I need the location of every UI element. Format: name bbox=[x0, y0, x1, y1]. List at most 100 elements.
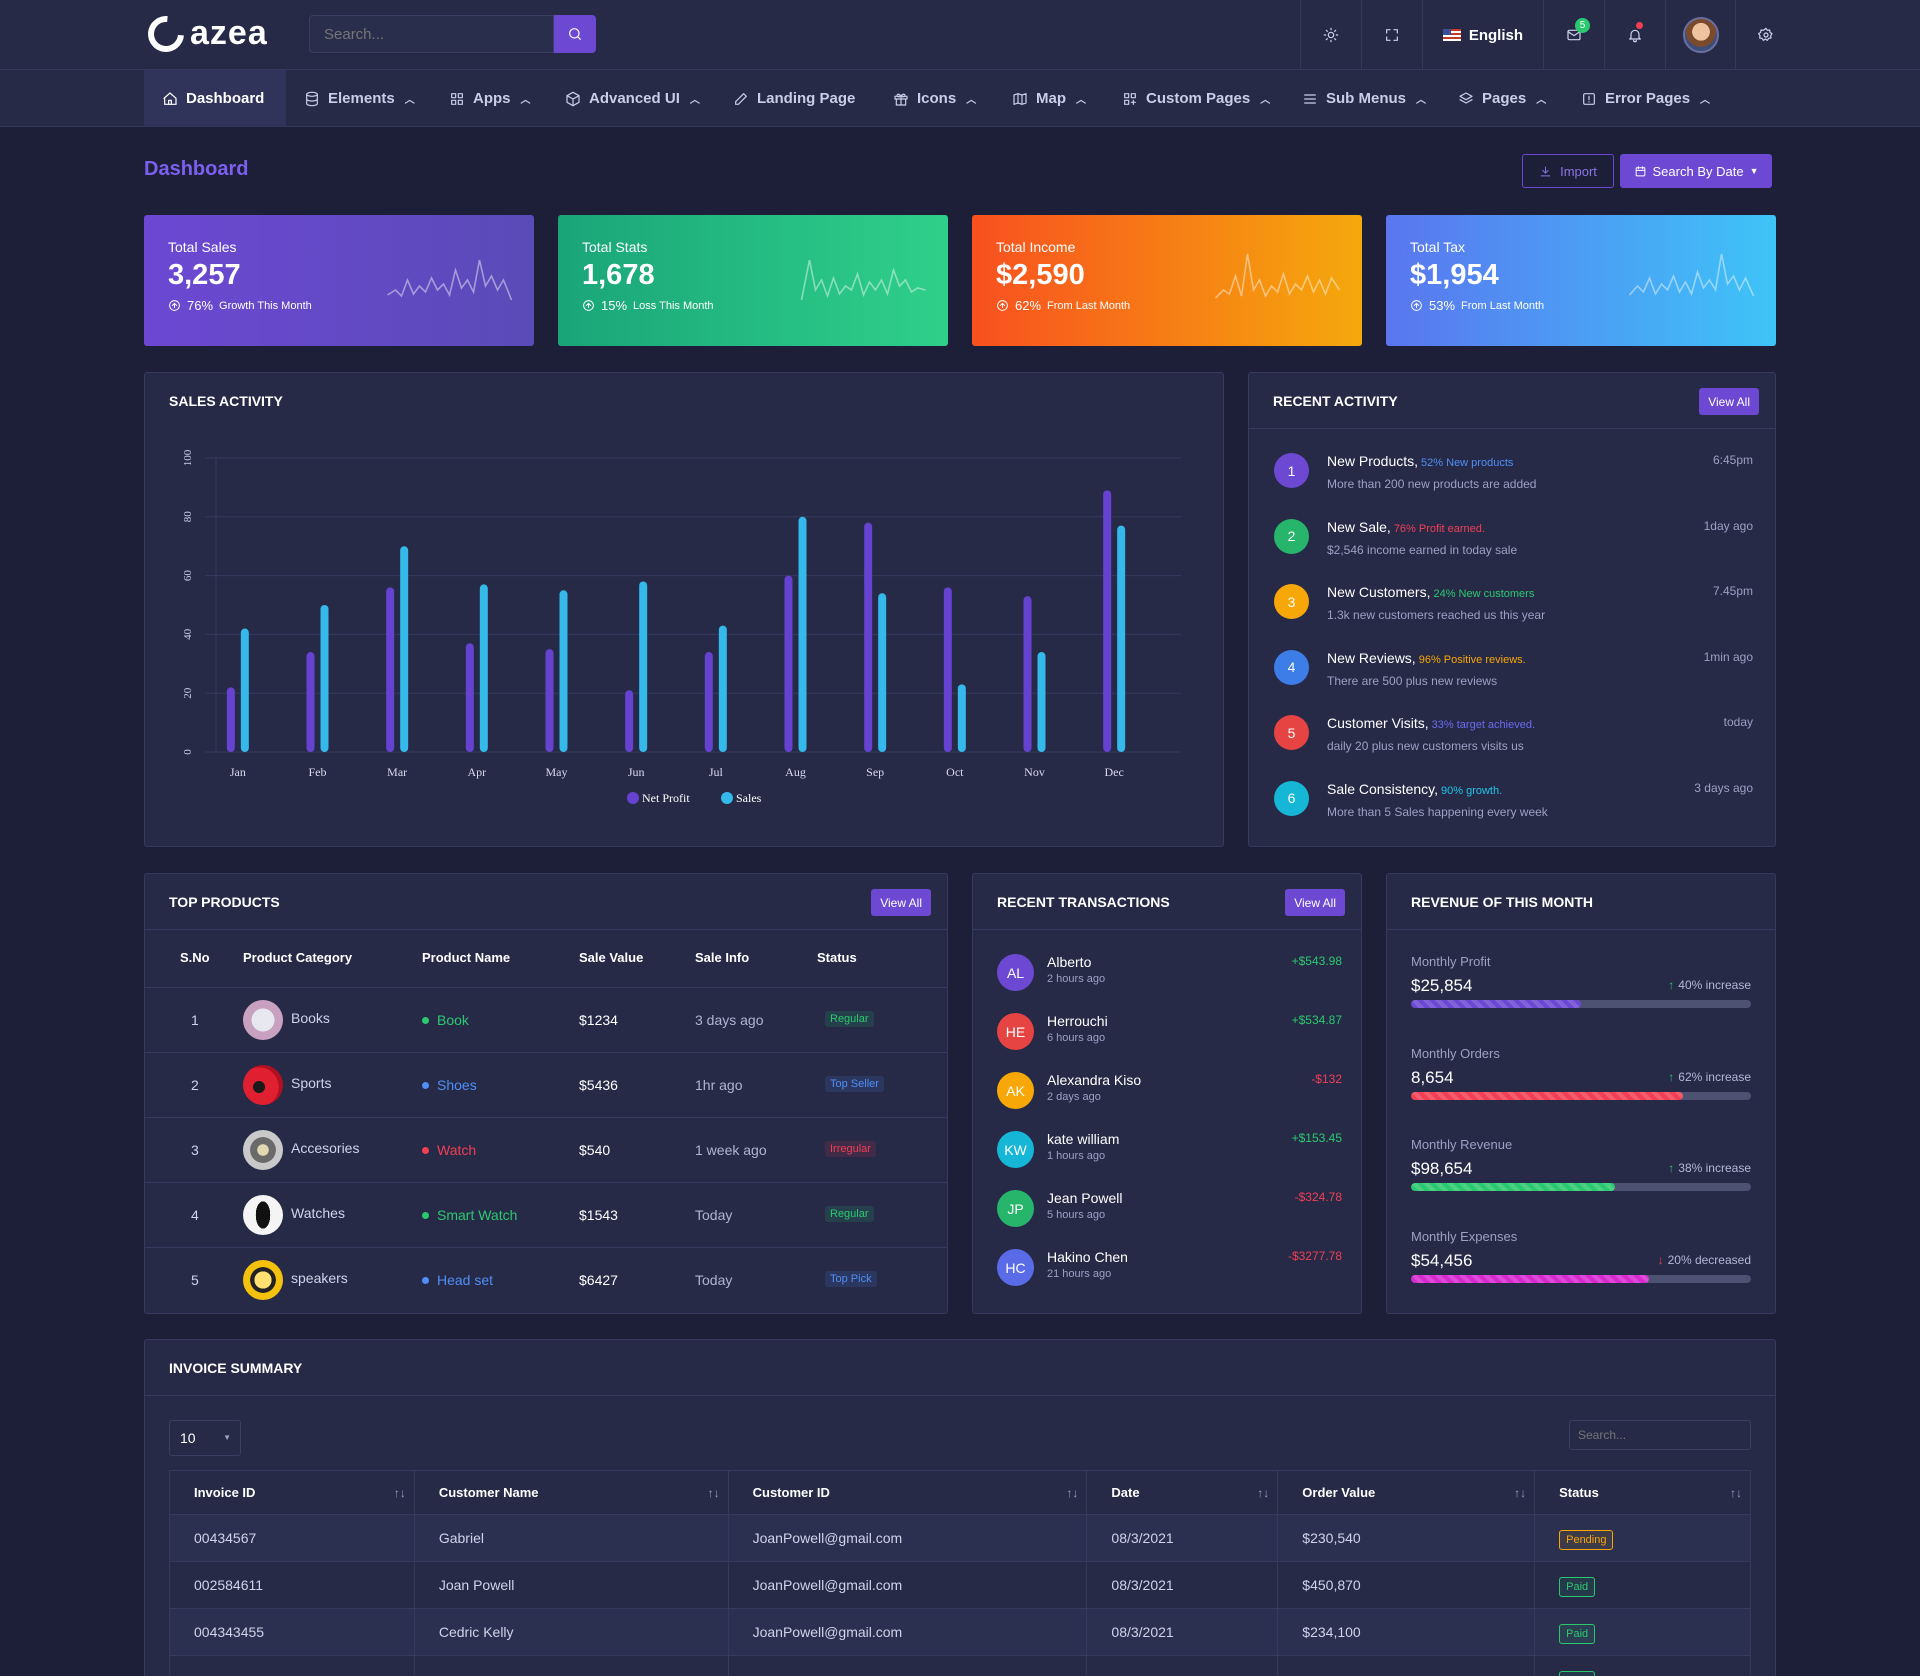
cell-product-name: Watch bbox=[422, 1142, 476, 1158]
nav-error-pages[interactable]: Error Pages ︿ bbox=[1581, 70, 1710, 127]
activity-time: 3 days ago bbox=[1694, 780, 1753, 795]
transaction-amount: -$3277.78 bbox=[1287, 1249, 1342, 1263]
bar-net-profit bbox=[704, 652, 713, 752]
invoice-col-header[interactable]: Date ↑↓ bbox=[1086, 1470, 1279, 1515]
notification-dot bbox=[1636, 22, 1643, 29]
activity-number-badge: 5 bbox=[1274, 715, 1309, 750]
language-selector[interactable]: English bbox=[1421, 0, 1543, 70]
revenue-value: $54,456 bbox=[1411, 1250, 1473, 1270]
messages-button[interactable]: 5 bbox=[1543, 0, 1604, 70]
table-row[interactable]: 00434567 Gabriel JoanPowell@gmail.com 08/3/… bbox=[169, 1514, 1751, 1562]
nav-pages[interactable]: Pages ︿ bbox=[1458, 70, 1546, 127]
activity-highlight: 24% New customers bbox=[1433, 588, 1535, 600]
column-label: Invoice ID bbox=[194, 1485, 256, 1500]
column-label: Customer ID bbox=[752, 1485, 830, 1500]
fullscreen-button[interactable] bbox=[1360, 0, 1422, 70]
nav-landing-page[interactable]: Landing Page bbox=[733, 70, 855, 127]
invoice-search-input[interactable] bbox=[1569, 1420, 1751, 1450]
progress-fill bbox=[1411, 1183, 1615, 1191]
sort-icon[interactable]: ↑↓ bbox=[1514, 1486, 1527, 1500]
activity-highlight: 96% Positive reviews. bbox=[1418, 653, 1526, 666]
sort-icon[interactable]: ↑↓ bbox=[1730, 1486, 1742, 1500]
nav-dashboard[interactable]: Dashboard bbox=[144, 70, 286, 127]
transaction-item[interactable]: AK Alexandra Kiso 2 days ago -$132 bbox=[997, 1072, 1342, 1122]
nav-sub-menus[interactable]: Sub Menus ︿ bbox=[1302, 70, 1426, 127]
table-row[interactable]: 1 Books Book $1234 3 days ago Regular bbox=[145, 987, 947, 1052]
nav-apps[interactable]: Apps ︿ bbox=[449, 70, 531, 127]
sparkline-line bbox=[1629, 253, 1754, 297]
activity-item: 4 New Reviews, 96% Positive reviews. There … bbox=[1273, 649, 1753, 710]
status-badge: Regular bbox=[825, 1011, 874, 1027]
nav-map[interactable]: Map ︿ bbox=[1012, 70, 1086, 127]
invoice-col-header[interactable]: Invoice ID ↑↓ bbox=[169, 1470, 415, 1515]
search-input[interactable] bbox=[309, 15, 554, 53]
sparkline-line bbox=[801, 259, 926, 301]
table-row[interactable]: 4 Watches Smart Watch $1543 Today Regular bbox=[145, 1182, 947, 1247]
revenue-change: ↓ 20% decreased bbox=[1658, 1253, 1751, 1267]
status-badge: Paid bbox=[1559, 1624, 1596, 1644]
cell-sale-info: 1hr ago bbox=[695, 1077, 743, 1093]
bar-net-profit bbox=[306, 652, 315, 752]
nav-custom-pages[interactable]: Custom Pages ︿ bbox=[1122, 70, 1270, 127]
sort-icon[interactable]: ↑↓ bbox=[707, 1486, 720, 1500]
transaction-item[interactable]: KW kate william 1 hours ago +$153.45 bbox=[997, 1131, 1342, 1181]
transactions-view-all-button[interactable]: View All bbox=[1285, 889, 1345, 916]
top-header: azea English 5 bbox=[0, 0, 1920, 70]
invoice-col-header[interactable]: Status ↑↓ bbox=[1534, 1470, 1751, 1515]
column-label: Date bbox=[1111, 1485, 1140, 1500]
grid-icon bbox=[449, 91, 465, 107]
table-row[interactable]: 002584611 Joan Powell JoanPowell@gmail.com… bbox=[169, 1561, 1751, 1609]
stat-card: Total Sales 3,257 76% Growth This Month bbox=[144, 215, 534, 346]
activity-view-all-button[interactable]: View All bbox=[1699, 388, 1759, 415]
profile-button[interactable] bbox=[1665, 0, 1735, 70]
invoice-col-header[interactable]: Order Value ↑↓ bbox=[1277, 1470, 1536, 1515]
bar-sales bbox=[957, 684, 966, 752]
stat-value: $2,590 bbox=[996, 259, 1085, 291]
search-button[interactable] bbox=[554, 15, 596, 53]
transaction-item[interactable]: HE Herrouchi 6 hours ago +$534.87 bbox=[997, 1013, 1342, 1063]
transaction-item[interactable]: AL Alberto 2 hours ago +$543.98 bbox=[997, 954, 1342, 1004]
cell-name: Cedric Kelly bbox=[413, 1608, 729, 1656]
stat-card: Total Stats 1,678 15% Loss This Month bbox=[558, 215, 948, 346]
bar-net-profit bbox=[545, 649, 554, 752]
activity-item: 5 Customer Visits, 33% target achieved. dai… bbox=[1273, 715, 1753, 775]
cell-sno: 4 bbox=[191, 1207, 199, 1223]
calendar-icon bbox=[1634, 165, 1647, 178]
invoice-col-header[interactable]: Customer ID ↑↓ bbox=[727, 1470, 1088, 1515]
page-size-select[interactable]: 10 ▼ bbox=[169, 1420, 241, 1456]
nav-icons[interactable]: Icons ︿ bbox=[893, 70, 976, 127]
import-button[interactable]: Import bbox=[1522, 154, 1614, 188]
bar-net-profit bbox=[625, 690, 634, 752]
sort-icon[interactable]: ↑↓ bbox=[393, 1486, 406, 1500]
main-nav: Dashboard Elements ︿ Apps ︿ Advanced UI ︿ L… bbox=[0, 70, 1920, 127]
activity-highlight: 90% growth. bbox=[1441, 784, 1503, 797]
notifications-button[interactable] bbox=[1604, 0, 1665, 70]
nav-advanced-ui[interactable]: Advanced UI ︿ bbox=[565, 70, 700, 127]
y-tick-label: 80 bbox=[182, 511, 194, 523]
theme-toggle-button[interactable] bbox=[1299, 0, 1361, 70]
products-view-all-button[interactable]: View All bbox=[871, 889, 931, 916]
nav-elements[interactable]: Elements ︿ bbox=[304, 70, 415, 127]
sort-icon[interactable]: ↑↓ bbox=[1066, 1486, 1079, 1500]
search-by-date-button[interactable]: Search By Date ▼ bbox=[1620, 154, 1772, 188]
activity-description: There are 500 plus new reviews bbox=[1327, 673, 1498, 688]
database-icon bbox=[304, 91, 320, 107]
transaction-item[interactable]: HC Hakino Chen 21 hours ago -$3277.78 bbox=[997, 1249, 1342, 1299]
table-row[interactable]: 004343455 Cedric Kelly JoanPowell@gmail.co… bbox=[169, 1608, 1751, 1656]
activity-time: 1min ago bbox=[1703, 649, 1753, 664]
invoice-col-header[interactable]: Customer Name ↑↓ bbox=[413, 1470, 729, 1515]
table-row[interactable]: 2 Sports Shoes $5436 1hr ago Top Seller bbox=[145, 1052, 947, 1117]
activity-title: New Reviews, 96% Positive reviews. bbox=[1327, 650, 1526, 666]
brand-logo[interactable]: azea bbox=[140, 8, 268, 59]
settings-button[interactable] bbox=[1735, 0, 1796, 70]
activity-description: More than 5 Sales happening every week bbox=[1327, 804, 1548, 819]
sort-icon[interactable]: ↑↓ bbox=[1257, 1486, 1270, 1500]
table-row[interactable]: 5 speakers Head set $6427 Today Top Pick bbox=[145, 1247, 947, 1312]
transaction-item[interactable]: JP Jean Powell 5 hours ago -$324.78 bbox=[997, 1190, 1342, 1240]
x-tick-label: Feb bbox=[309, 765, 327, 779]
cell-value: $450,870 bbox=[1277, 1561, 1536, 1609]
table-row[interactable]: 3 Accesories Watch $540 1 week ago Irregular bbox=[145, 1117, 947, 1182]
table-row[interactable]: Paid bbox=[169, 1655, 1751, 1676]
divider bbox=[1249, 428, 1775, 429]
stat-note: Loss This Month bbox=[633, 299, 714, 312]
